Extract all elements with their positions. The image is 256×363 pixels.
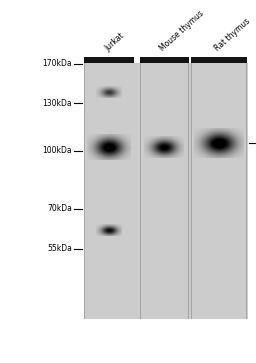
Text: Jurkat: Jurkat xyxy=(103,31,126,53)
Text: Mouse thymus: Mouse thymus xyxy=(158,9,206,53)
Text: Rat thymus: Rat thymus xyxy=(213,17,252,53)
Text: 55kDa: 55kDa xyxy=(47,244,72,253)
Text: 130kDa: 130kDa xyxy=(42,99,72,108)
Text: 70kDa: 70kDa xyxy=(47,204,72,213)
Text: 100kDa: 100kDa xyxy=(42,146,72,155)
Text: 170kDa: 170kDa xyxy=(42,59,72,68)
